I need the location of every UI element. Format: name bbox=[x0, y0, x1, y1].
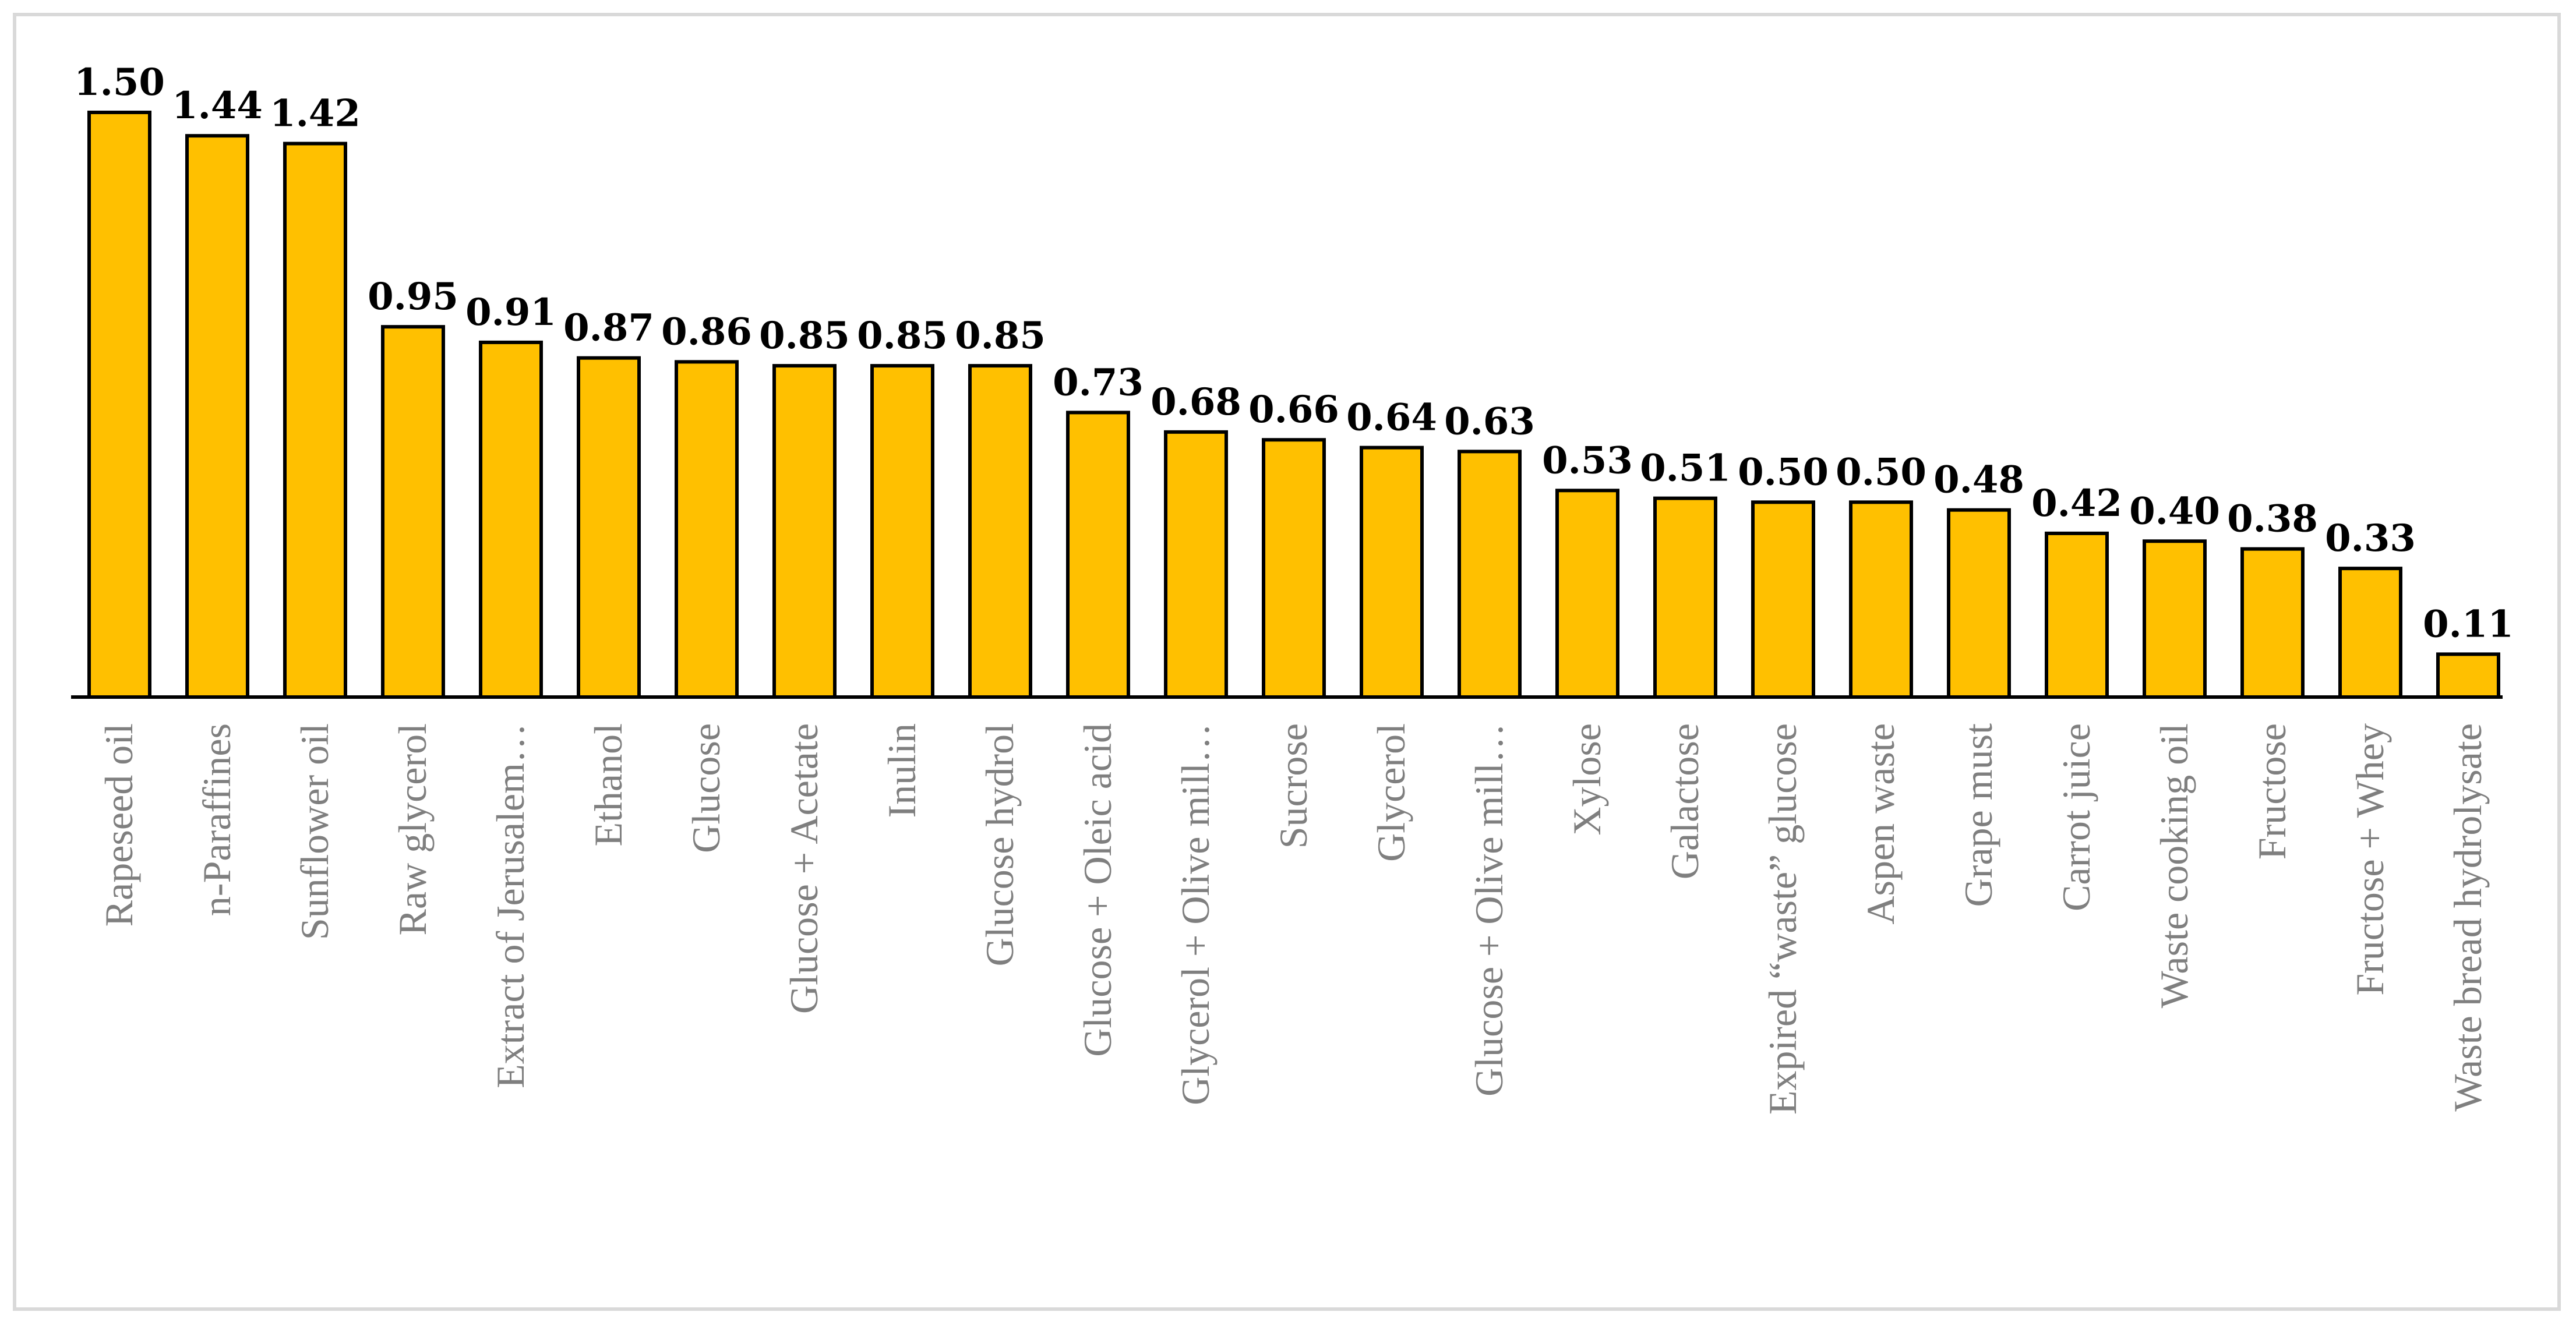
bar-24 bbox=[2338, 567, 2402, 699]
bar-3 bbox=[283, 142, 347, 699]
value-label-19: 0.50 bbox=[1836, 450, 1926, 494]
value-label-11: 0.73 bbox=[1053, 360, 1144, 404]
tick-label-7: Glucose bbox=[684, 723, 728, 853]
bar-10 bbox=[968, 364, 1032, 699]
value-label-3: 1.42 bbox=[270, 92, 361, 136]
value-label-17: 0.51 bbox=[1640, 447, 1731, 490]
bar-1 bbox=[87, 111, 151, 699]
tick-label-13: Sucrose bbox=[1271, 723, 1315, 848]
value-label-21: 0.42 bbox=[2031, 482, 2122, 525]
tick-label-4: Raw glycerol bbox=[390, 723, 435, 935]
tick-label-22: Waste cooking oil bbox=[2152, 723, 2196, 1008]
bar-12 bbox=[1164, 430, 1228, 699]
tick-label-12: Glycerol + Olive mill… bbox=[1173, 723, 1218, 1105]
value-label-5: 0.91 bbox=[465, 291, 556, 334]
bars bbox=[87, 111, 2500, 699]
value-label-23: 0.38 bbox=[2227, 497, 2318, 541]
bar-22 bbox=[2143, 539, 2207, 699]
bar-7 bbox=[675, 360, 739, 699]
tick-label-8: Glucose + Acetate bbox=[782, 723, 826, 1014]
tick-label-18: Expired “waste” glucose bbox=[1760, 723, 1805, 1115]
bar-4 bbox=[381, 325, 445, 699]
bar-18 bbox=[1751, 500, 1815, 699]
tick-label-21: Carrot juice bbox=[2054, 723, 2098, 911]
tick-label-5: Extract of Jerusalem… bbox=[488, 723, 532, 1088]
value-label-15: 0.63 bbox=[1444, 399, 1535, 443]
bar-2 bbox=[185, 134, 249, 699]
value-label-9: 0.85 bbox=[857, 314, 948, 358]
tick-label-24: Fructose + Whey bbox=[2348, 723, 2392, 996]
value-label-13: 0.66 bbox=[1248, 388, 1339, 432]
value-label-12: 0.68 bbox=[1151, 380, 1241, 424]
bar-8 bbox=[772, 364, 837, 699]
tick-label-1: Rapeseed oil bbox=[97, 723, 141, 927]
tick-label-17: Galactose bbox=[1663, 723, 1707, 879]
value-label-2: 1.44 bbox=[172, 84, 263, 128]
value-label-18: 0.50 bbox=[1738, 450, 1829, 494]
tick-label-9: Inulin bbox=[880, 723, 924, 818]
bar-15 bbox=[1458, 450, 1522, 699]
value-label-25: 0.11 bbox=[2423, 602, 2514, 646]
bar-6 bbox=[577, 356, 641, 699]
tick-label-15: Glucose + Olive mill… bbox=[1467, 723, 1511, 1097]
category-tick-labels: Rapeseed oil n-Paraffines Sunflower oil Raw… bbox=[97, 723, 2490, 1115]
value-label-6: 0.87 bbox=[563, 306, 654, 350]
tick-label-3: Sunflower oil bbox=[292, 723, 337, 940]
tick-label-11: Glucose + Oleic acid bbox=[1075, 723, 1120, 1057]
value-label-20: 0.48 bbox=[1933, 458, 2024, 502]
tick-label-6: Ethanol bbox=[586, 723, 630, 847]
value-label-8: 0.85 bbox=[759, 314, 850, 358]
tick-label-25: Waste bread hydrolysate bbox=[2446, 723, 2490, 1112]
bar-13 bbox=[1262, 438, 1326, 699]
value-labels: 1.501.44 1.420.95 0.91 0.87 0.86 0.85 0.85 0.85… bbox=[74, 61, 2514, 646]
bar-21 bbox=[2045, 531, 2109, 699]
bar-9 bbox=[870, 364, 934, 699]
tick-label-16: Xylose bbox=[1565, 723, 1609, 836]
tick-label-2: n-Paraffines bbox=[195, 723, 239, 916]
value-label-22: 0.40 bbox=[2129, 489, 2220, 533]
tick-label-23: Fructose bbox=[2250, 723, 2294, 860]
tick-label-14: Glycerol bbox=[1369, 723, 1413, 862]
value-label-14: 0.64 bbox=[1346, 396, 1437, 440]
tick-label-19: Aspen waste bbox=[1858, 723, 1903, 925]
value-label-4: 0.95 bbox=[368, 275, 458, 319]
bar-25 bbox=[2436, 652, 2500, 699]
value-label-16: 0.53 bbox=[1542, 439, 1633, 482]
bar-11 bbox=[1066, 411, 1130, 699]
tick-label-20: Grape must bbox=[1956, 723, 2000, 907]
tick-label-10: Glucose hydrol bbox=[978, 723, 1022, 966]
bar-20 bbox=[1947, 508, 2011, 699]
bar-16 bbox=[1555, 489, 1619, 699]
bar-23 bbox=[2240, 547, 2305, 699]
value-label-24: 0.33 bbox=[2325, 517, 2416, 560]
bar-14 bbox=[1360, 445, 1424, 699]
value-label-7: 0.86 bbox=[661, 310, 752, 353]
bar-19 bbox=[1849, 500, 1913, 699]
value-label-1: 1.50 bbox=[74, 61, 165, 104]
value-label-10: 0.85 bbox=[955, 314, 1046, 358]
bar-17 bbox=[1653, 496, 1717, 699]
bar-5 bbox=[479, 340, 543, 699]
